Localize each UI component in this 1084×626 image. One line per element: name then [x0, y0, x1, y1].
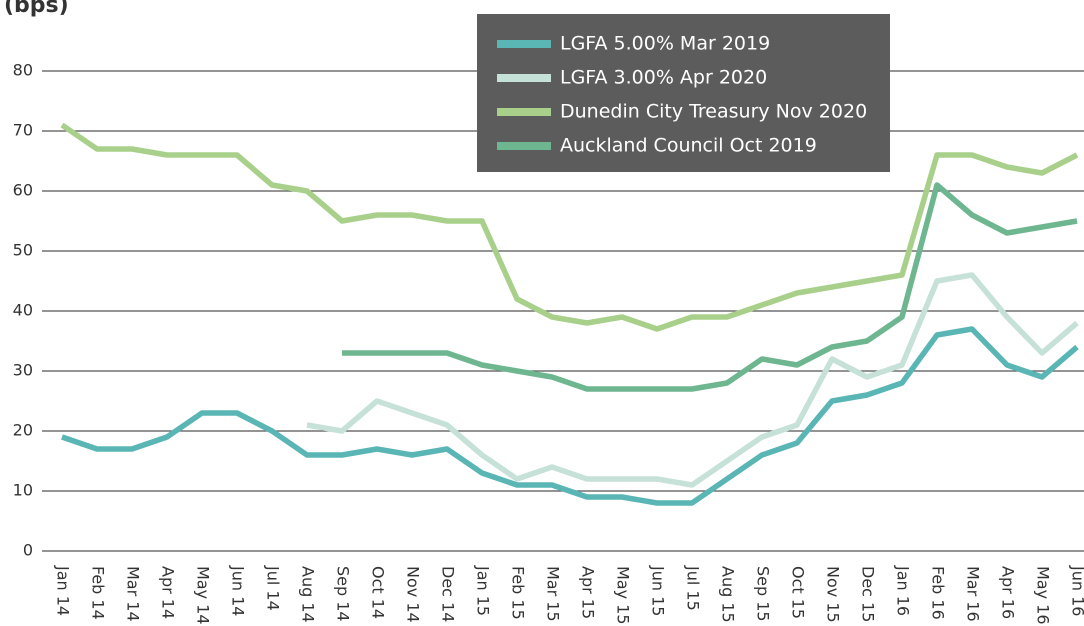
x-tick-label: Nov 14 — [404, 566, 423, 623]
x-tick-label: Jul 15 — [684, 565, 703, 611]
y-tick-label: 40 — [13, 301, 33, 320]
legend-swatch — [497, 40, 551, 48]
legend-swatch — [497, 142, 551, 150]
y-tick-label: 60 — [13, 181, 33, 200]
series-line — [306, 272, 1079, 488]
x-tick-label: Feb 14 — [89, 566, 108, 620]
x-tick-label: May 16 — [1034, 566, 1053, 625]
legend-swatch — [497, 74, 551, 82]
x-tick-label: Jul 14 — [264, 565, 283, 611]
x-tick-label: Feb 15 — [509, 566, 528, 620]
x-tick-label: Apr 16 — [999, 566, 1018, 619]
x-tick-label: Sep 15 — [754, 566, 773, 622]
legend: LGFA 5.00% Mar 2019 LGFA 3.00% Apr 2020 Du… — [477, 14, 890, 172]
series-line — [342, 182, 1078, 392]
x-tick-label: Feb 16 — [929, 566, 948, 620]
x-tick-label: Jun 14 — [229, 565, 248, 616]
legend-label: Dunedin City Treasury Nov 2020 — [560, 101, 867, 123]
x-tick-label: Jan 16 — [894, 565, 913, 616]
x-tick-label: Jun 16 — [1069, 565, 1084, 616]
legend-label: LGFA 5.00% Mar 2019 — [560, 33, 770, 55]
x-tick-label: Apr 14 — [159, 566, 178, 619]
y-tick-label: 70 — [13, 121, 33, 140]
x-tick-label: Oct 14 — [369, 566, 388, 619]
x-tick-label: Mar 16 — [964, 566, 983, 622]
legend-label: Auckland Council Oct 2019 — [560, 135, 817, 157]
x-tick-label: May 15 — [614, 566, 633, 625]
x-tick-label: Dec 15 — [859, 566, 878, 622]
x-tick-label: Apr 15 — [579, 566, 598, 619]
x-tick-label: May 14 — [194, 566, 213, 625]
legend-label: LGFA 3.00% Apr 2020 — [560, 67, 767, 89]
legend-swatch — [497, 108, 551, 116]
x-tick-label: Jan 14 — [54, 565, 73, 616]
series-line — [61, 326, 1079, 506]
x-tick-label: Nov 15 — [824, 566, 843, 623]
x-tick-label: Mar 14 — [124, 566, 143, 622]
y-axis-label: (bps) — [4, 0, 69, 18]
x-tick-label: Sep 14 — [334, 566, 353, 622]
x-tick-label: Aug 15 — [719, 566, 738, 623]
x-tick-label: Jan 15 — [474, 565, 493, 616]
x-tick-label: Aug 14 — [299, 566, 318, 623]
x-tick-label: Jun 15 — [649, 565, 668, 616]
x-tick-label: Dec 14 — [439, 566, 458, 622]
y-tick-label: 10 — [13, 481, 33, 500]
y-tick-label: 20 — [13, 421, 33, 440]
x-tick-label: Oct 15 — [789, 566, 808, 619]
y-tick-label: 30 — [13, 361, 33, 380]
x-tick-label: Mar 15 — [544, 566, 563, 622]
y-tick-label: 80 — [13, 61, 33, 80]
y-tick-label: 50 — [13, 241, 33, 260]
series-line — [60, 122, 1079, 332]
y-tick-label: 0 — [23, 541, 33, 560]
